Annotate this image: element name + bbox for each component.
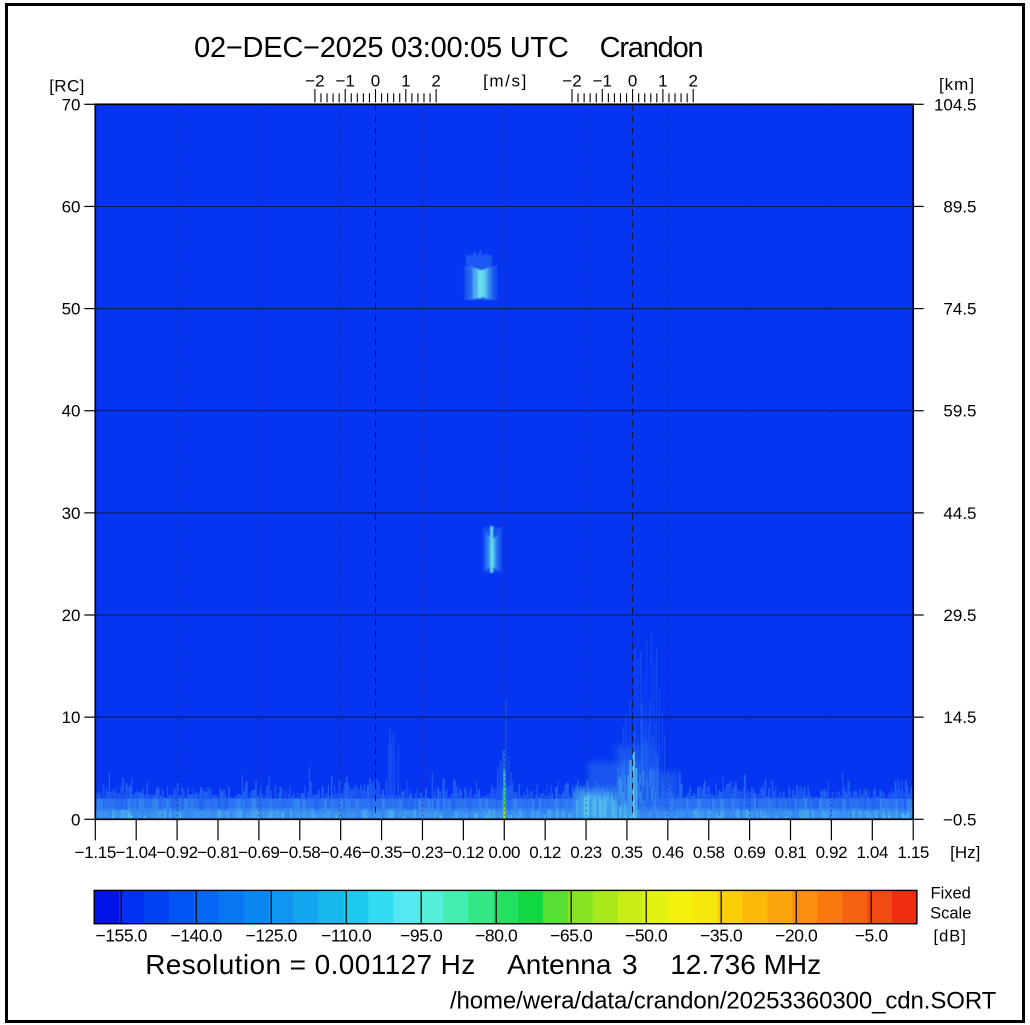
svg-text:0.92: 0.92 [816,843,848,862]
svg-text:1: 1 [401,72,410,91]
svg-text:0.58: 0.58 [693,843,725,862]
svg-text:1.04: 1.04 [856,843,888,862]
svg-text:−65.0: −65.0 [550,926,593,946]
svg-text:−1.15: −1.15 [75,843,116,862]
svg-text:44.5: 44.5 [943,504,976,523]
svg-text:0.46: 0.46 [652,843,684,862]
svg-text:−20.0: −20.0 [775,926,818,946]
svg-text:−50.0: −50.0 [625,926,668,946]
svg-text:74.5: 74.5 [943,300,976,319]
svg-text:−155.0: −155.0 [95,926,147,946]
svg-text:−1: −1 [336,72,355,91]
svg-text:[km]: [km] [939,75,975,94]
svg-text:−0.46: −0.46 [320,843,361,862]
svg-text:0.81: 0.81 [775,843,807,862]
svg-text:2: 2 [431,72,440,91]
svg-text:−5.0: −5.0 [855,926,889,946]
svg-text:−0.69: −0.69 [238,843,279,862]
svg-text:−0.35: −0.35 [361,843,402,862]
svg-text:0: 0 [71,810,80,829]
svg-text:[RC]: [RC] [49,77,85,96]
svg-text:−110.0: −110.0 [321,926,372,946]
svg-text:104.5: 104.5 [934,95,977,114]
svg-text:0.69: 0.69 [734,843,766,862]
svg-text:89.5: 89.5 [943,197,976,216]
svg-text:−0.81: −0.81 [197,843,238,862]
svg-text:0: 0 [628,72,637,91]
svg-text:0: 0 [371,72,380,91]
svg-text:0.35: 0.35 [611,843,643,862]
svg-text:−95.0: −95.0 [400,926,443,946]
svg-text:29.5: 29.5 [943,606,976,625]
svg-text:−0.23: −0.23 [402,843,443,862]
svg-text:/home/wera/data/crandon/202533: /home/wera/data/crandon/20253360300_cdn.… [450,988,997,1015]
svg-text:−1: −1 [593,72,612,91]
svg-text:−80.0: −80.0 [475,926,518,946]
svg-text:10: 10 [62,708,81,727]
svg-text:0.00: 0.00 [488,843,520,862]
svg-text:0.23: 0.23 [570,843,602,862]
svg-text:40: 40 [62,402,81,421]
svg-text:[Hz]: [Hz] [950,843,980,862]
svg-text:[m/s]: [m/s] [483,72,528,91]
svg-text:Resolution = 0.001127 Hz: Resolution = 0.001127 Hz [145,949,476,980]
svg-text:30: 30 [62,504,81,523]
svg-text:−2: −2 [562,72,581,91]
svg-text:14.5: 14.5 [943,708,976,727]
svg-text:Scale: Scale [930,905,971,923]
svg-text:Fixed: Fixed [931,884,971,902]
svg-text:1: 1 [658,72,667,91]
svg-text:3: 3 [622,949,638,980]
svg-text:−35.0: −35.0 [700,926,743,946]
svg-text:−0.92: −0.92 [156,843,197,862]
svg-text:−125.0: −125.0 [245,926,297,946]
svg-text:−140.0: −140.0 [170,926,222,946]
svg-text:60: 60 [62,197,81,216]
svg-text:−0.58: −0.58 [279,843,320,862]
svg-text:2: 2 [688,72,697,91]
svg-text:−2: −2 [305,72,324,91]
svg-text:70: 70 [62,95,81,114]
svg-text:Crandon: Crandon [600,32,703,64]
svg-text:−0.12: −0.12 [443,843,484,862]
svg-text:−1.04: −1.04 [116,843,157,862]
svg-text:0.12: 0.12 [529,843,561,862]
svg-text:−0.5: −0.5 [943,810,977,829]
svg-text:50: 50 [62,300,81,319]
svg-text:20: 20 [62,606,81,625]
svg-text:[dB]: [dB] [934,928,967,946]
svg-text:59.5: 59.5 [943,402,976,421]
svg-text:02−DEC−2025 03:00:05 UTC: 02−DEC−2025 03:00:05 UTC [194,32,568,64]
svg-text:12.736 MHz: 12.736 MHz [670,949,821,980]
svg-text:1.15: 1.15 [897,843,929,862]
svg-text:Antenna: Antenna [507,949,612,980]
